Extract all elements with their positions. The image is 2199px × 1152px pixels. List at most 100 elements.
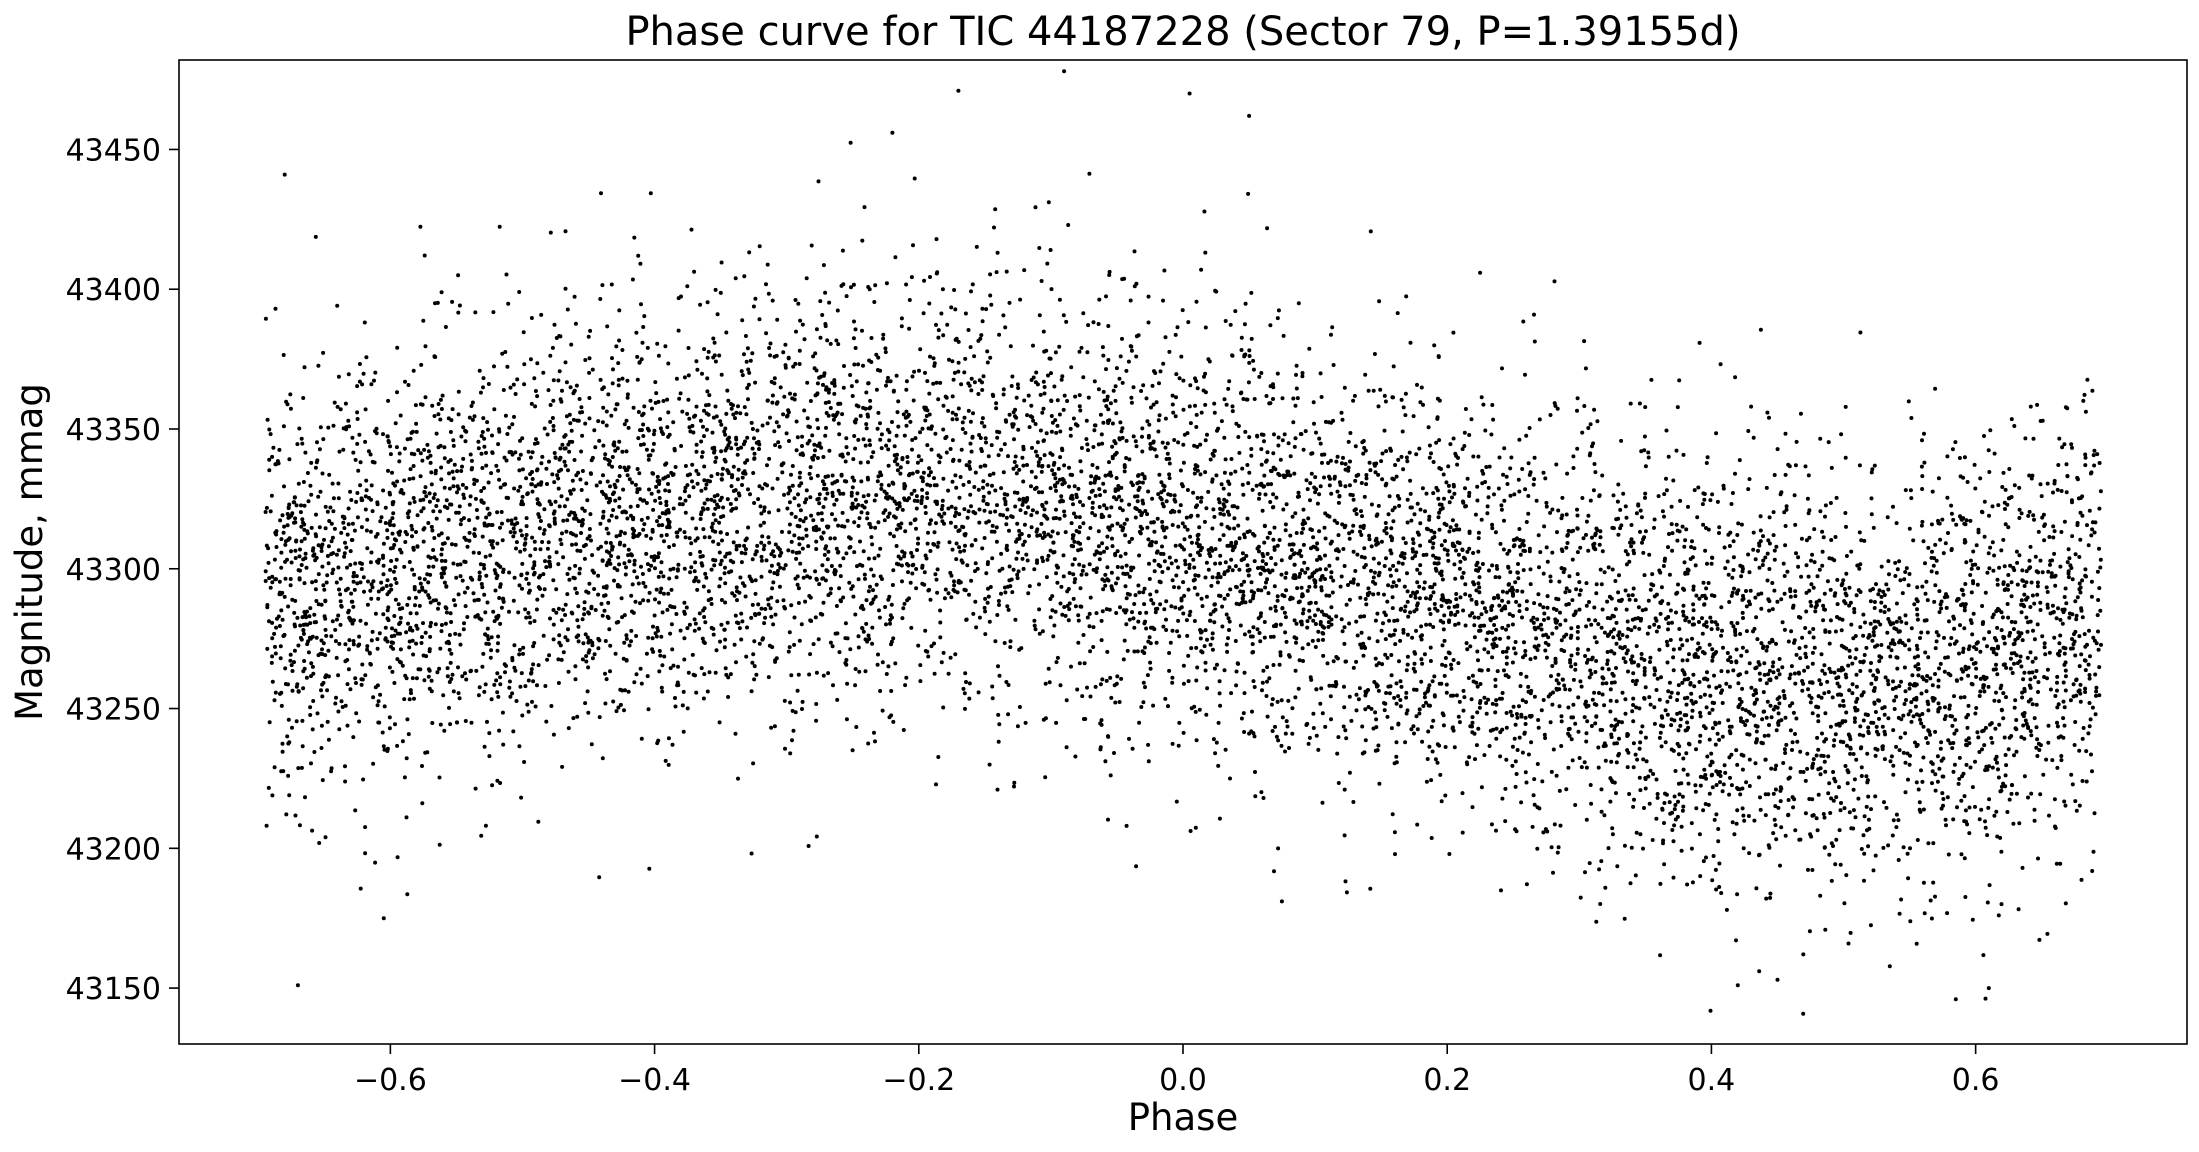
- data-point: [1739, 699, 1744, 704]
- data-point: [270, 679, 275, 684]
- data-point: [1034, 529, 1039, 534]
- data-point: [898, 471, 903, 476]
- data-point: [602, 608, 607, 613]
- data-point: [1602, 703, 1607, 708]
- data-point: [1299, 568, 1304, 573]
- data-point: [734, 442, 739, 447]
- data-point: [788, 488, 793, 493]
- data-point: [856, 362, 861, 367]
- data-point: [694, 449, 699, 454]
- data-point: [1552, 279, 1557, 284]
- data-point: [2001, 537, 2006, 542]
- data-point: [1280, 438, 1285, 443]
- data-point: [302, 659, 307, 663]
- data-point: [2034, 745, 2039, 750]
- data-point: [1200, 650, 1205, 655]
- data-point: [1092, 379, 1097, 384]
- data-point: [297, 554, 302, 559]
- data-point: [1093, 493, 1098, 498]
- data-point: [866, 381, 871, 386]
- data-point: [1187, 404, 1192, 409]
- data-point: [1467, 593, 1472, 598]
- data-point: [1404, 690, 1409, 695]
- data-point: [763, 607, 768, 611]
- data-point: [1384, 531, 1389, 536]
- data-point: [757, 244, 762, 249]
- data-point: [1228, 322, 1233, 327]
- data-point: [320, 647, 324, 652]
- data-point: [326, 561, 331, 566]
- data-point: [1106, 324, 1111, 328]
- data-point: [1715, 731, 1720, 736]
- data-point: [1097, 297, 1102, 302]
- data-point: [1200, 604, 1205, 609]
- data-point: [1912, 655, 1917, 660]
- data-point: [1170, 393, 1175, 398]
- data-point: [522, 382, 527, 387]
- data-point: [1677, 646, 1682, 651]
- data-point: [1771, 660, 1776, 665]
- data-point: [788, 700, 793, 705]
- data-point: [793, 361, 798, 366]
- data-point: [1543, 736, 1548, 740]
- data-point: [1219, 482, 1224, 487]
- data-point: [967, 592, 971, 597]
- data-point: [422, 678, 427, 683]
- data-point: [1396, 694, 1401, 699]
- data-point: [1746, 429, 1751, 433]
- data-point: [1175, 629, 1180, 634]
- data-point: [510, 658, 515, 663]
- data-point: [391, 569, 396, 574]
- data-point: [1823, 503, 1828, 508]
- data-point: [343, 401, 348, 406]
- data-point: [1516, 562, 1520, 566]
- data-point: [867, 522, 872, 526]
- data-point: [1479, 395, 1484, 400]
- data-point: [750, 660, 755, 665]
- data-point: [2073, 629, 2078, 634]
- data-point: [1252, 685, 1257, 689]
- data-point: [1007, 300, 1012, 305]
- data-point: [594, 483, 599, 488]
- data-point: [534, 607, 539, 612]
- data-point: [1844, 593, 1849, 598]
- data-point: [1457, 699, 1462, 704]
- data-point: [1147, 577, 1152, 581]
- data-point: [620, 348, 625, 352]
- data-point: [800, 434, 805, 439]
- data-point: [1392, 830, 1397, 835]
- data-point: [1708, 1008, 1713, 1013]
- data-point: [422, 447, 427, 452]
- data-point: [1317, 492, 1322, 497]
- data-point: [574, 533, 578, 538]
- data-point: [630, 582, 635, 587]
- data-point: [1022, 268, 1027, 273]
- data-point: [2086, 662, 2091, 667]
- data-point: [397, 451, 402, 456]
- data-point: [1075, 687, 1080, 692]
- data-point: [770, 486, 775, 491]
- data-point: [1920, 474, 1925, 479]
- data-point: [1217, 500, 1222, 505]
- data-point: [344, 545, 349, 550]
- data-point: [940, 503, 945, 508]
- data-point: [1415, 727, 1420, 732]
- data-point: [780, 470, 785, 475]
- data-point: [834, 412, 839, 417]
- data-point: [1896, 629, 1901, 634]
- data-point: [507, 609, 511, 614]
- data-point: [1278, 650, 1283, 655]
- data-point: [687, 416, 692, 421]
- data-point: [1707, 737, 1712, 742]
- data-point: [412, 499, 417, 504]
- data-point: [1806, 473, 1811, 478]
- data-point: [1754, 729, 1759, 734]
- data-point: [1816, 719, 1821, 724]
- data-point: [1764, 485, 1769, 490]
- data-point: [1756, 548, 1760, 553]
- data-point: [1856, 796, 1861, 801]
- data-point: [626, 547, 631, 552]
- data-point: [674, 575, 679, 580]
- data-point: [661, 574, 666, 579]
- data-point: [1251, 625, 1256, 630]
